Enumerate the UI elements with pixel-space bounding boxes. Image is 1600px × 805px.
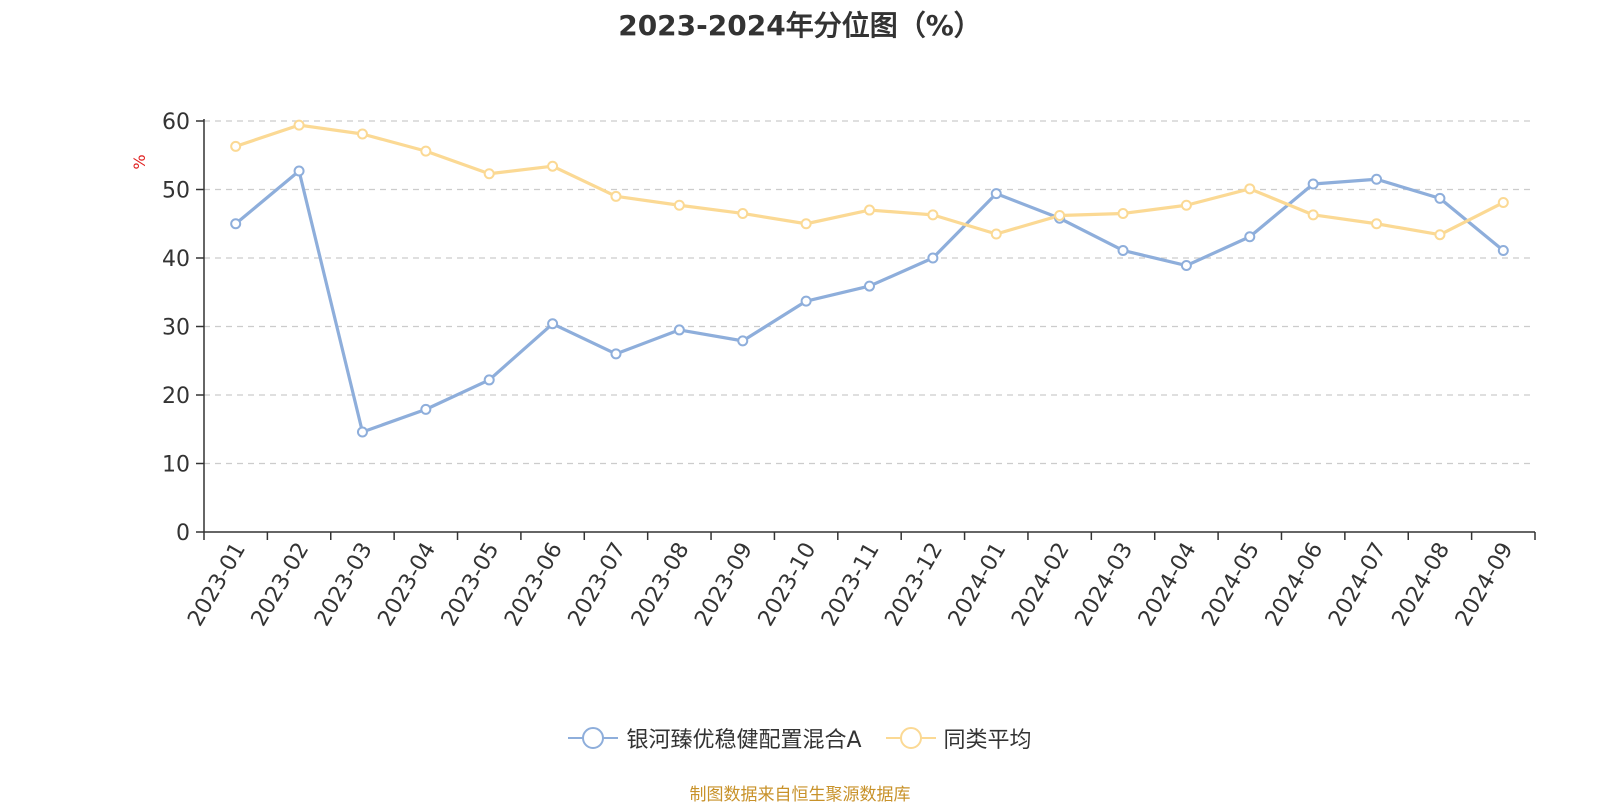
data-point-series-2[interactable]: [927, 209, 939, 221]
data-point-series-1[interactable]: [927, 252, 939, 264]
data-point-series-2[interactable]: [230, 140, 242, 152]
x-tick-label: 2024-02: [1007, 539, 1075, 631]
y-tick-label: 10: [162, 453, 190, 478]
data-point-series-1[interactable]: [864, 280, 875, 292]
data-point-series-2[interactable]: [1054, 210, 1066, 222]
y-tick-label: 30: [162, 316, 190, 341]
data-point-series-1[interactable]: [230, 218, 242, 230]
data-point-series-2[interactable]: [673, 199, 685, 211]
data-point-series-2[interactable]: [483, 168, 495, 180]
x-tick-label: 2024-04: [1134, 539, 1202, 631]
y-tick-label: 50: [162, 179, 190, 204]
data-point-series-2[interactable]: [610, 190, 622, 202]
data-point-series-1[interactable]: [1371, 173, 1383, 185]
y-tick-label: 40: [162, 247, 190, 272]
legend-label-series-2: 同类平均: [943, 728, 1032, 753]
data-point-series-1[interactable]: [420, 403, 432, 415]
data-point-series-1[interactable]: [1180, 260, 1192, 272]
data-point-series-1[interactable]: [673, 324, 685, 336]
data-point-series-2[interactable]: [356, 128, 368, 140]
data-point-series-2[interactable]: [1434, 229, 1446, 241]
x-tick-label: 2023-02: [247, 539, 315, 631]
x-tick-label: 2024-05: [1197, 539, 1265, 631]
x-tick-label: 2023-10: [754, 539, 822, 631]
y-tick-label: 0: [176, 521, 190, 546]
legend-line-circle-icon: [568, 727, 619, 749]
data-point-series-2[interactable]: [1497, 197, 1509, 209]
data-point-series-2[interactable]: [1180, 199, 1192, 211]
x-tick-label: 2023-01: [183, 539, 251, 631]
data-point-series-1[interactable]: [1117, 244, 1129, 256]
x-tick-label: 2024-03: [1071, 539, 1139, 631]
x-tick-label: 2023-04: [373, 539, 441, 631]
data-point-series-1[interactable]: [483, 374, 495, 386]
x-tick-label: 2023-05: [437, 539, 505, 631]
x-tick-label: 2024-01: [944, 539, 1012, 631]
data-point-series-1[interactable]: [800, 295, 812, 307]
x-tick-label: 2023-03: [310, 539, 378, 631]
legend: 银河臻优稳健配置混合A 同类平均: [0, 722, 1600, 754]
chart-title: 2023-2024年分位图（%）: [618, 9, 982, 42]
axes: 01020304050602023-012023-022023-032023-0…: [162, 110, 1536, 631]
data-point-series-2[interactable]: [547, 160, 559, 172]
x-tick-label: 2023-09: [690, 539, 758, 631]
x-tick-label: 2023-11: [817, 539, 885, 631]
data-point-series-1[interactable]: [1497, 244, 1509, 256]
y-tick-label: 60: [162, 110, 190, 135]
x-tick-label: 2023-12: [880, 539, 948, 631]
data-point-series-1[interactable]: [547, 318, 559, 330]
x-tick-label: 2024-07: [1324, 539, 1392, 631]
data-point-series-1[interactable]: [293, 165, 305, 177]
legend-item-series-1[interactable]: 银河臻优稳健配置混合A: [568, 722, 862, 754]
x-tick-label: 2023-08: [627, 539, 695, 631]
legend-item-series-2[interactable]: 同类平均: [885, 722, 1032, 754]
grid-lines: [204, 120, 1535, 465]
y-tick-label: 20: [162, 384, 190, 409]
data-point-series-1[interactable]: [737, 335, 749, 347]
data-point-series-2[interactable]: [1371, 218, 1383, 230]
data-point-series-1[interactable]: [356, 426, 368, 438]
data-point-series-2[interactable]: [293, 119, 305, 131]
legend-line-circle-icon: [885, 727, 936, 749]
y-axis-label: %: [130, 154, 149, 169]
data-point-series-2[interactable]: [1307, 209, 1319, 221]
x-tick-label: 2023-06: [500, 539, 568, 631]
data-point-series-2[interactable]: [1244, 183, 1256, 195]
data-point-series-2[interactable]: [737, 207, 749, 219]
source-note: 制图数据来自恒生聚源数据库: [689, 785, 911, 805]
data-point-series-1[interactable]: [1307, 178, 1319, 190]
data-point-series-2[interactable]: [420, 145, 432, 157]
data-point-series-2[interactable]: [990, 228, 1002, 240]
legend-label-series-1: 银河臻优稳健配置混合A: [626, 728, 862, 753]
data-point-series-1[interactable]: [1434, 192, 1446, 204]
data-point-series-2[interactable]: [1117, 207, 1129, 219]
data-point-series-1[interactable]: [990, 188, 1002, 200]
x-tick-label: 2024-09: [1451, 539, 1519, 631]
data-point-series-2[interactable]: [864, 204, 875, 216]
x-tick-label: 2024-08: [1388, 539, 1456, 631]
data-point-series-1[interactable]: [610, 348, 622, 360]
data-point-series-1[interactable]: [1244, 231, 1256, 243]
series-layer: [230, 119, 1509, 438]
x-tick-label: 2023-07: [564, 539, 632, 631]
x-tick-label: 2024-06: [1261, 539, 1329, 631]
data-point-series-2[interactable]: [800, 218, 812, 230]
